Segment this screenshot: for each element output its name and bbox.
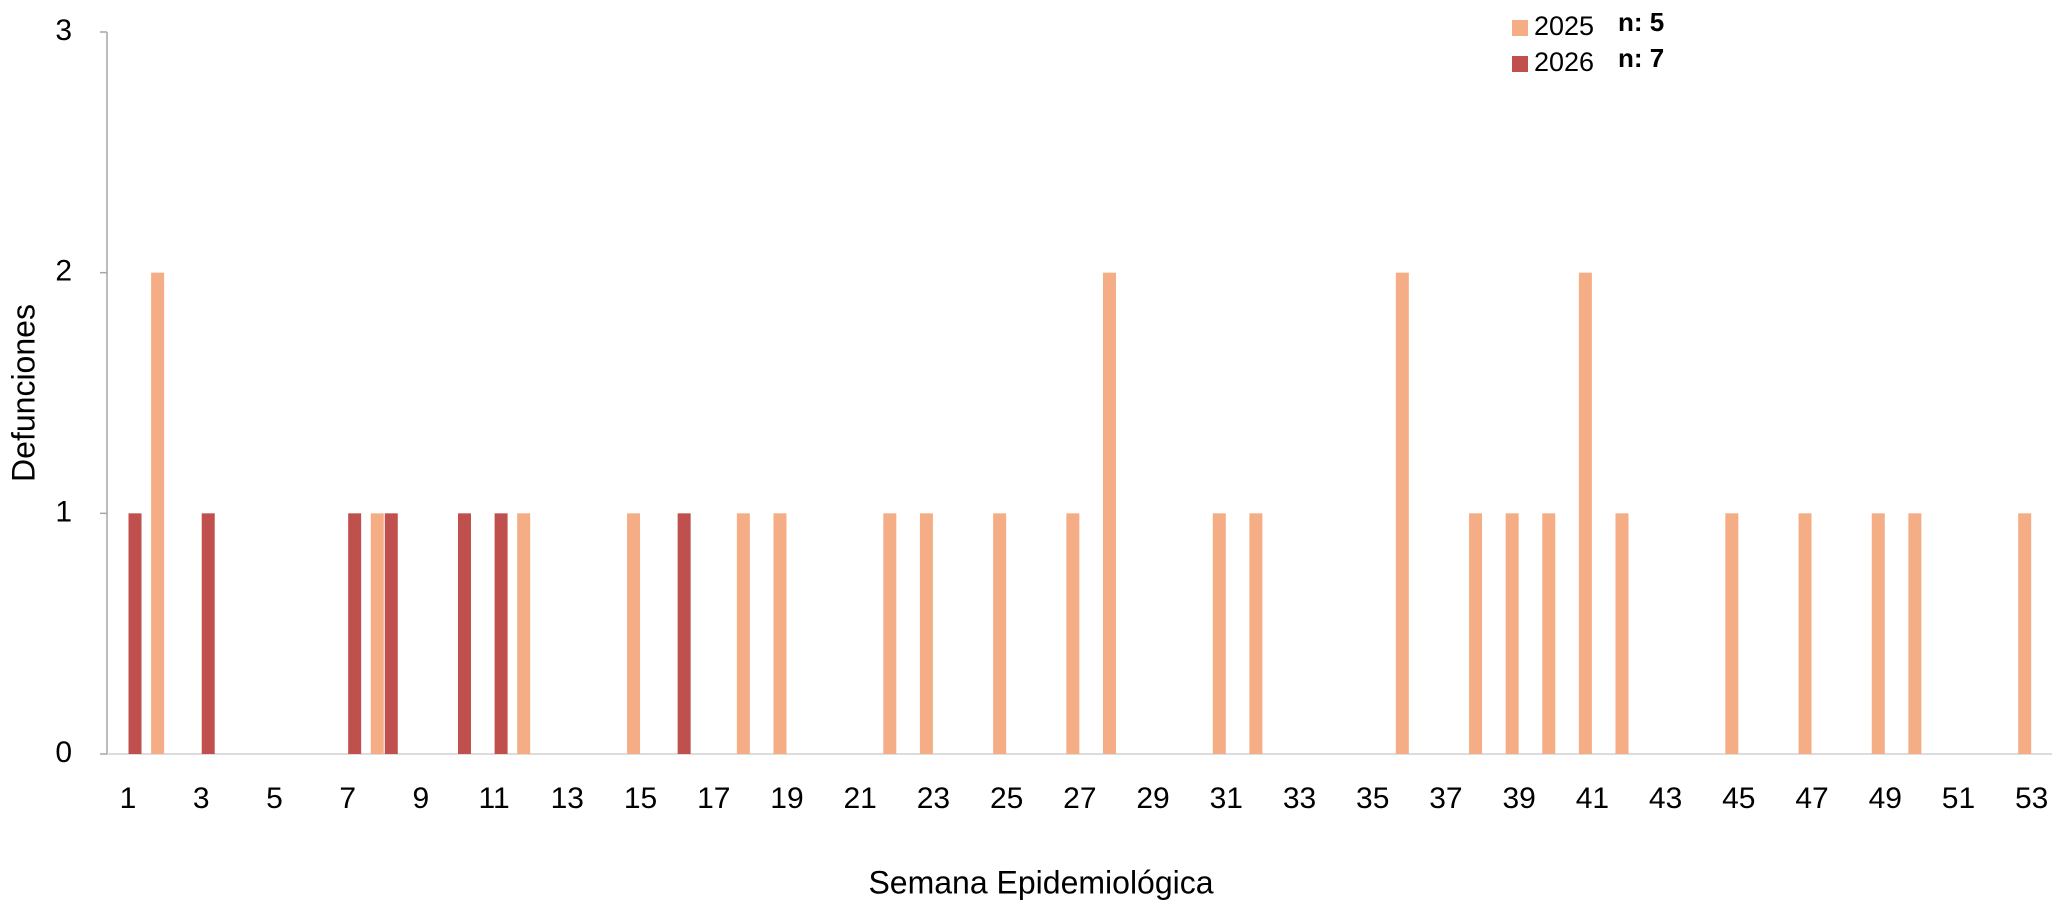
bar xyxy=(457,513,471,754)
bar xyxy=(151,272,165,754)
x-tick-label: 15 xyxy=(624,782,657,815)
bar xyxy=(1469,513,1483,754)
x-tick-label: 51 xyxy=(1942,782,1975,815)
x-tick-label: 19 xyxy=(770,782,803,815)
x-tick-label: 47 xyxy=(1795,782,1828,815)
x-tick-label: 39 xyxy=(1502,782,1535,815)
x-tick-label: 49 xyxy=(1869,782,1902,815)
bar xyxy=(370,513,384,754)
x-tick-label: 33 xyxy=(1283,782,1316,815)
x-tick-label: 5 xyxy=(266,782,283,815)
y-tick-label: 1 xyxy=(55,495,72,528)
x-tick-label: 21 xyxy=(844,782,877,815)
bar xyxy=(2018,513,2032,754)
x-tick-label: 43 xyxy=(1649,782,1682,815)
x-tick-label: 41 xyxy=(1576,782,1609,815)
bar xyxy=(494,513,508,754)
x-tick-label: 23 xyxy=(917,782,950,815)
bar xyxy=(627,513,641,754)
bar xyxy=(919,513,933,754)
y-tick-label: 3 xyxy=(55,14,72,47)
bar xyxy=(1212,513,1226,754)
x-axis-title: Semana Epidemiológica xyxy=(868,864,1213,900)
x-tick-label: 27 xyxy=(1063,782,1096,815)
legend-swatch xyxy=(1512,20,1528,36)
y-axis-title: Defunciones xyxy=(5,304,41,482)
y-tick-label: 0 xyxy=(55,736,72,769)
bar xyxy=(1102,272,1116,754)
legend-label: 2025 xyxy=(1534,11,1594,41)
bar xyxy=(1249,513,1263,754)
bar xyxy=(1615,513,1629,754)
x-tick-label: 35 xyxy=(1356,782,1389,815)
bar xyxy=(1505,513,1519,754)
bar xyxy=(993,513,1007,754)
legend-count: n: 5 xyxy=(1618,7,1664,37)
bar xyxy=(1395,272,1409,754)
x-tick-label: 37 xyxy=(1429,782,1462,815)
bar xyxy=(348,513,362,754)
x-tick-label: 9 xyxy=(413,782,430,815)
bar xyxy=(1725,513,1739,754)
bar xyxy=(1871,513,1885,754)
x-tick-label: 3 xyxy=(193,782,210,815)
bar xyxy=(736,513,750,754)
bar xyxy=(128,513,142,754)
bar xyxy=(1798,513,1812,754)
bar xyxy=(384,513,398,754)
x-tick-label: 29 xyxy=(1136,782,1169,815)
x-tick-label: 25 xyxy=(990,782,1023,815)
x-tick-label: 31 xyxy=(1210,782,1243,815)
x-tick-label: 53 xyxy=(2015,782,2048,815)
x-tick-label: 13 xyxy=(551,782,584,815)
x-tick-label: 45 xyxy=(1722,782,1755,815)
x-tick-label: 17 xyxy=(697,782,730,815)
legend-swatch xyxy=(1512,56,1528,72)
bar xyxy=(1908,513,1922,754)
legend-count: n: 7 xyxy=(1618,43,1664,73)
bar xyxy=(677,513,691,754)
bar xyxy=(1066,513,1080,754)
x-tick-label: 1 xyxy=(120,782,137,815)
x-tick-label: 7 xyxy=(339,782,356,815)
bar xyxy=(773,513,787,754)
y-tick-label: 2 xyxy=(55,255,72,288)
bar xyxy=(1542,513,1556,754)
bar xyxy=(201,513,215,754)
legend-label: 2026 xyxy=(1534,47,1594,77)
bar xyxy=(517,513,531,754)
x-tick-label: 11 xyxy=(479,782,510,815)
bar xyxy=(1578,272,1592,754)
bar xyxy=(883,513,897,754)
